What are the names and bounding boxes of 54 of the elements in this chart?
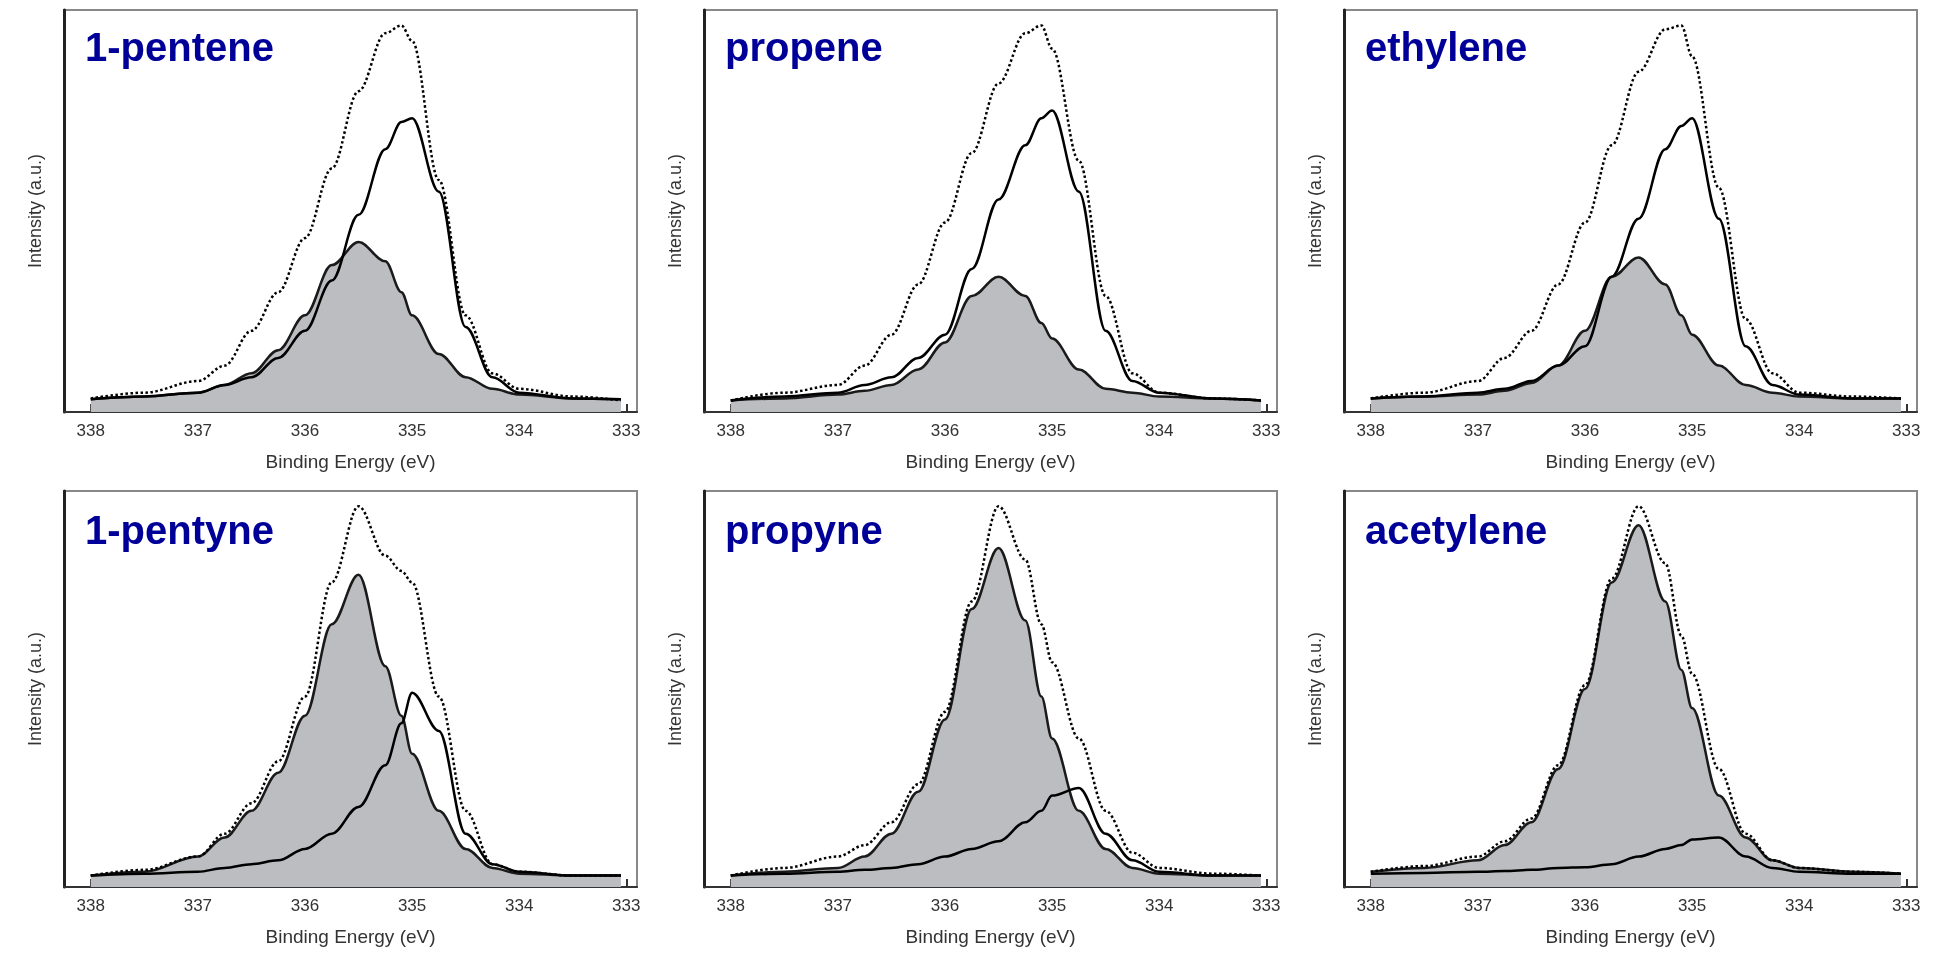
- y-axis-title: Intensity (a.u.): [1305, 631, 1325, 747]
- x-axis-title: Binding Energy (eV): [1545, 926, 1716, 947]
- x-tick-label: 334: [1145, 896, 1174, 915]
- x-tick-label: 336: [290, 421, 320, 440]
- x-tick-label: 334: [1145, 421, 1174, 440]
- chart-title: 1-pentene: [85, 25, 274, 69]
- x-tick-label: 337: [823, 896, 853, 915]
- x-tick-label: 335: [397, 896, 427, 915]
- x-axis-title: Binding Energy (eV): [1545, 451, 1716, 472]
- x-tick-label: 334: [1785, 896, 1814, 915]
- x-tick-label: 335: [1677, 421, 1707, 440]
- chart-title: propene: [725, 25, 883, 69]
- x-tick-label: 333: [612, 421, 641, 440]
- x-tick-label: 336: [930, 896, 960, 915]
- x-tick-label: 336: [930, 421, 960, 440]
- x-tick-label: 334: [505, 896, 534, 915]
- x-tick-label: 333: [612, 896, 641, 915]
- x-axis-title: Binding Energy (eV): [265, 926, 436, 947]
- y-axis-title: Intensity (a.u.): [665, 153, 685, 269]
- x-tick-label: 334: [1785, 421, 1814, 440]
- x-tick-label: 333: [1892, 421, 1921, 440]
- x-tick-label: 337: [823, 421, 853, 440]
- x-tick-label: 338: [76, 421, 105, 440]
- x-axis-title: Binding Energy (eV): [905, 451, 1076, 472]
- x-tick-label: 335: [397, 421, 427, 440]
- chart-title: propyne: [725, 508, 883, 552]
- x-axis-title: Binding Energy (eV): [265, 451, 436, 472]
- x-tick-label: 335: [1037, 896, 1067, 915]
- x-tick-label: 338: [1356, 896, 1385, 915]
- y-axis-title: Intensity (a.u.): [25, 631, 45, 747]
- x-axis-title: Binding Energy (eV): [905, 926, 1076, 947]
- x-tick-label: 338: [76, 896, 105, 915]
- x-tick-label: 337: [183, 896, 213, 915]
- x-tick-label: 337: [1463, 421, 1493, 440]
- x-tick-label: 337: [183, 421, 213, 440]
- chart-title: ethylene: [1365, 25, 1528, 69]
- x-tick-label: 338: [1356, 421, 1385, 440]
- y-axis-title: Intensity (a.u.): [25, 153, 45, 269]
- x-tick-label: 335: [1677, 896, 1707, 915]
- chart-title: acetylene: [1365, 508, 1548, 552]
- x-tick-label: 338: [716, 421, 745, 440]
- x-tick-label: 336: [1570, 421, 1600, 440]
- x-tick-label: 338: [716, 896, 745, 915]
- x-tick-label: 336: [290, 896, 320, 915]
- chart-title: 1-pentyne: [85, 508, 274, 552]
- y-axis-title: Intensity (a.u.): [665, 631, 685, 747]
- x-tick-label: 336: [1570, 896, 1600, 915]
- x-tick-label: 335: [1037, 421, 1067, 440]
- x-tick-label: 334: [505, 421, 534, 440]
- y-axis-title: Intensity (a.u.): [1305, 153, 1325, 269]
- x-tick-label: 337: [1463, 896, 1493, 915]
- x-tick-label: 333: [1892, 896, 1921, 915]
- x-tick-label: 333: [1252, 896, 1281, 915]
- x-tick-label: 333: [1252, 421, 1281, 440]
